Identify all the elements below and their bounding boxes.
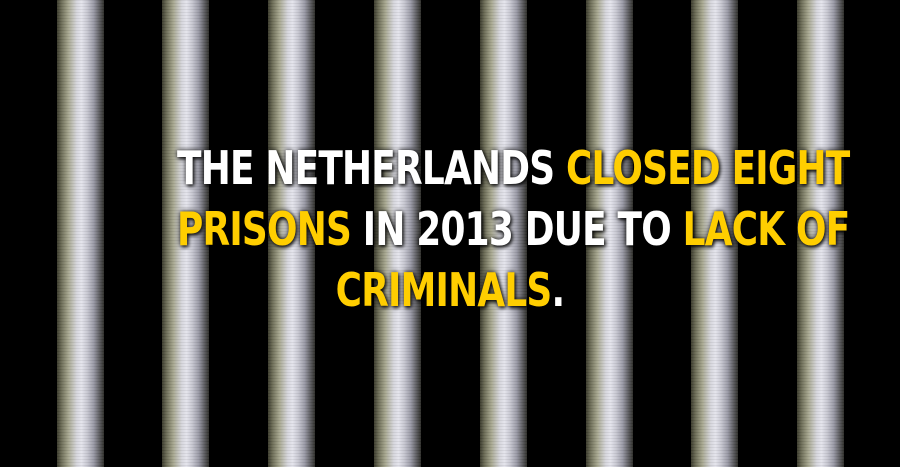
fact-line-3: CRIMINALS. <box>177 260 723 321</box>
fact-line-1-highlight: CLOSED EIGHT <box>565 141 850 195</box>
prison-bar-icon <box>268 0 315 467</box>
prison-bar-icon <box>797 0 844 467</box>
fact-line-2-plain: IN 2013 DUE TO <box>351 202 683 256</box>
fact-line-2: PRISONS IN 2013 DUE TO LACK OF <box>177 199 850 260</box>
fact-line-3-highlight: CRIMINALS <box>335 263 553 317</box>
fact-text: THE NETHERLANDS CLOSED EIGHT PRISONS IN … <box>177 138 850 321</box>
fact-line-3-plain: . <box>551 263 565 317</box>
prison-bar-icon <box>480 0 527 467</box>
fact-line-2-highlight: PRISONS <box>177 202 352 256</box>
prison-bar-icon <box>57 0 104 467</box>
fact-line-2-highlight-end: LACK OF <box>682 202 851 256</box>
prison-bar-icon <box>162 0 209 467</box>
prison-bar-icon <box>691 0 738 467</box>
prison-bar-icon <box>586 0 633 467</box>
fact-line-1: THE NETHERLANDS CLOSED EIGHT <box>177 138 850 199</box>
fact-line-1-plain: THE NETHERLANDS <box>177 141 566 195</box>
prison-bar-icon <box>374 0 421 467</box>
